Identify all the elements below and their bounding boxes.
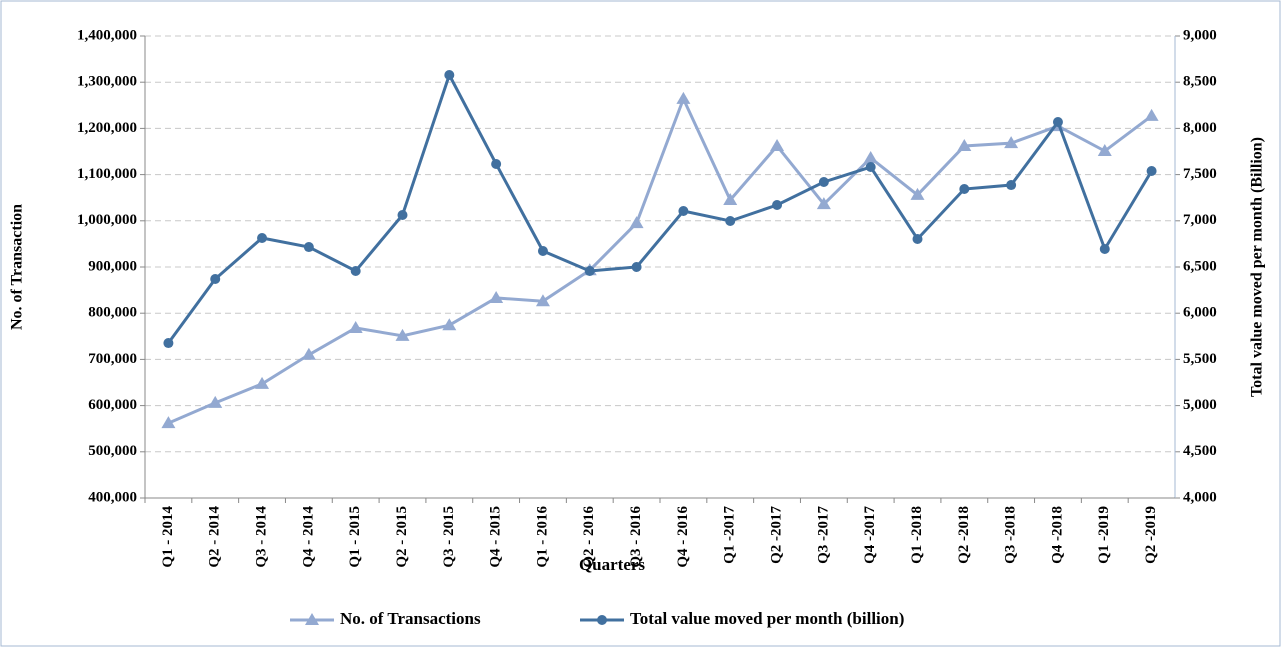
x-tick-label: Q1 -2017: [722, 506, 738, 564]
y2-tick-label: 4,000: [1183, 489, 1217, 505]
point: [397, 209, 408, 220]
x-tick-label: Q4 - 2014: [300, 506, 316, 568]
point: [959, 184, 970, 195]
x-tick-label: Q2 -2018: [956, 506, 972, 564]
point: [912, 234, 923, 245]
x-tick-label: Q2 -2019: [1143, 506, 1159, 564]
point: [631, 262, 642, 272]
point: [350, 265, 361, 276]
x-tick-label: Q2 - 2014: [207, 506, 223, 568]
point: [910, 187, 925, 200]
point: [210, 274, 221, 285]
point: [770, 138, 785, 151]
point: [348, 320, 363, 333]
point: [489, 290, 504, 303]
y-tick-label: 500,000: [88, 443, 137, 459]
point: [957, 138, 972, 151]
y2-axis-title: Total value moved per month (Billion): [1249, 137, 1266, 397]
x-tick-label: Q4 - 2015: [488, 506, 504, 568]
y-tick-label: 1,200,000: [77, 120, 137, 136]
point: [629, 216, 644, 229]
x-tick-label: Q4 - 2016: [675, 506, 691, 568]
x-tick-label: Q1 -2019: [1096, 506, 1112, 564]
point: [491, 158, 502, 169]
legend-label: Total value moved per month (billion): [630, 609, 904, 628]
y-tick-label: 1,100,000: [77, 166, 137, 182]
point: [444, 69, 455, 80]
y2-tick-label: 6,000: [1183, 305, 1217, 321]
point: [1144, 108, 1159, 121]
y2-tick-label: 8,500: [1183, 74, 1217, 90]
point: [584, 265, 595, 276]
point: [1146, 165, 1157, 176]
y-axis-title: No. of Transaction: [9, 204, 26, 330]
legend-label: No. of Transactions: [340, 609, 481, 628]
point: [537, 246, 548, 257]
legend-marker: [305, 613, 319, 625]
point: [257, 232, 268, 243]
y-tick-label: 900,000: [88, 258, 137, 274]
point: [395, 328, 410, 341]
point: [163, 338, 174, 349]
point: [535, 294, 550, 307]
y2-tick-label: 6,500: [1183, 258, 1217, 274]
x-tick-label: Q4 -2018: [1049, 506, 1065, 564]
point: [1004, 136, 1019, 149]
point: [1097, 144, 1112, 157]
point: [255, 376, 270, 389]
y2-tick-label: 7,000: [1183, 212, 1217, 228]
point: [676, 91, 691, 104]
y-tick-label: 1,300,000: [77, 74, 137, 90]
x-tick-label: Q2 - 2015: [394, 506, 410, 568]
x-tick-label: Q2 - 2016: [581, 506, 597, 568]
point: [865, 162, 876, 173]
y2-tick-label: 9,000: [1183, 27, 1217, 43]
point: [772, 199, 783, 210]
point: [442, 318, 457, 331]
y2-tick-label: 5,500: [1183, 351, 1217, 367]
x-axis-title: Quarters: [579, 555, 645, 574]
point: [1006, 180, 1017, 191]
point: [816, 197, 831, 210]
point: [678, 206, 689, 217]
y2-tick-label: 8,000: [1183, 120, 1217, 136]
point: [725, 215, 736, 226]
x-tick-label: Q1 - 2016: [534, 506, 550, 568]
y-tick-label: 1,400,000: [77, 27, 137, 43]
y-tick-label: 400,000: [88, 489, 137, 505]
point: [208, 395, 223, 408]
point: [818, 176, 829, 187]
point: [303, 242, 314, 253]
point: [863, 150, 878, 163]
x-tick-label: Q1 - 2015: [347, 506, 363, 568]
x-tick-label: Q2 -2017: [768, 506, 784, 564]
point: [161, 416, 176, 429]
series-line: [167, 94, 1153, 425]
point: [301, 347, 316, 360]
series-line: [167, 71, 1153, 344]
point: [1052, 117, 1063, 128]
x-tick-label: Q4 -2017: [862, 506, 878, 564]
point: [723, 193, 738, 206]
x-tick-label: Q3 - 2016: [628, 506, 644, 568]
x-tick-label: Q1 - 2014: [160, 506, 176, 568]
y-tick-label: 700,000: [88, 351, 137, 367]
y-tick-label: 800,000: [88, 305, 137, 321]
y2-tick-label: 5,000: [1183, 397, 1217, 413]
x-tick-label: Q3 - 2014: [253, 506, 269, 568]
x-tick-label: Q1 -2018: [909, 506, 925, 564]
legend-marker: [597, 615, 607, 625]
y-tick-label: 1,000,000: [77, 212, 137, 228]
y2-tick-label: 4,500: [1183, 443, 1217, 459]
x-tick-label: Q3 -2018: [1003, 506, 1019, 564]
point: [1099, 243, 1110, 254]
x-tick-label: Q3 -2017: [815, 506, 831, 564]
y-tick-label: 600,000: [88, 397, 137, 413]
y2-tick-label: 7,500: [1183, 166, 1217, 182]
x-tick-label: Q3 - 2015: [441, 506, 457, 568]
